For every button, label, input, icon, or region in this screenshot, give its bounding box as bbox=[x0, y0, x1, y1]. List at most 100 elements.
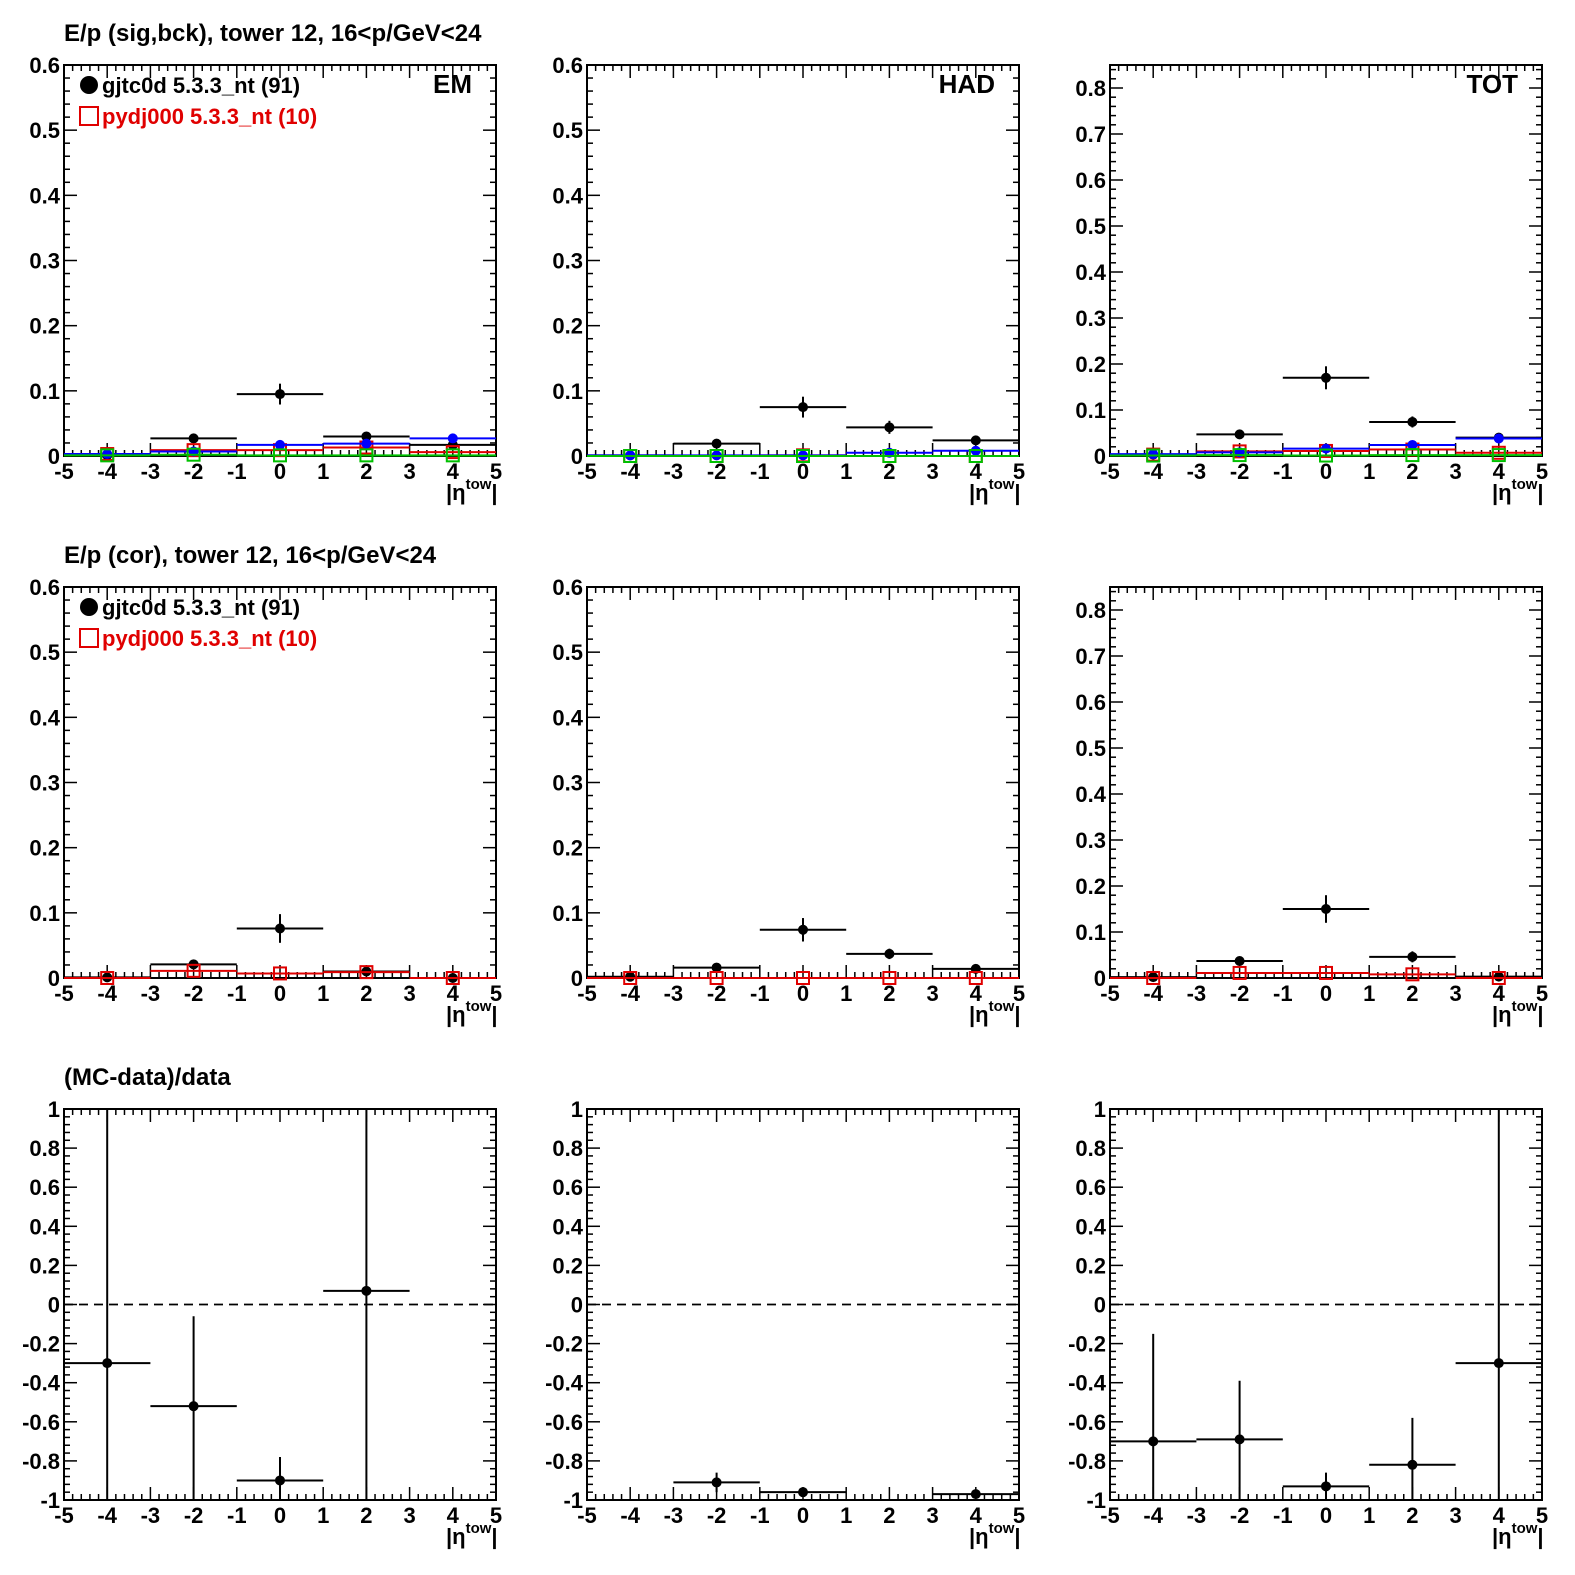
y-tick-label: 0 bbox=[48, 1293, 60, 1318]
data-point bbox=[1234, 955, 1245, 966]
x-axis-label: |ηtow| bbox=[969, 1520, 1021, 1549]
x-axis-label: |ηtow| bbox=[969, 476, 1021, 505]
x-tick-label: 5 bbox=[490, 981, 502, 1006]
x-tick-label: 2 bbox=[1406, 981, 1418, 1006]
data-point bbox=[1148, 449, 1159, 460]
series-mc bbox=[587, 971, 1019, 985]
x-tick-label: 4 bbox=[970, 981, 983, 1006]
row-title-ratio: (MC-data)/data bbox=[64, 1064, 231, 1091]
data-point bbox=[625, 971, 636, 982]
y-tick-label: 0.7 bbox=[1075, 122, 1106, 147]
x-tick-label: 3 bbox=[403, 981, 415, 1006]
y-tick-label: 0.3 bbox=[1075, 828, 1106, 853]
x-tick-label: 2 bbox=[360, 981, 372, 1006]
y-tick-label: 0.1 bbox=[29, 379, 60, 404]
x-tick-label: -5 bbox=[54, 981, 74, 1006]
series-mc bbox=[64, 963, 496, 985]
data-point bbox=[1234, 429, 1245, 440]
y-tick-label: 0.6 bbox=[552, 575, 583, 600]
data-point bbox=[711, 962, 722, 973]
y-tick-label: 0.7 bbox=[1075, 644, 1106, 669]
y-tick-label: 0.2 bbox=[1075, 1253, 1106, 1278]
x-tick-label: -4 bbox=[1143, 981, 1163, 1006]
y-tick-label: 0.1 bbox=[552, 901, 583, 926]
x-tick-label: 5 bbox=[1013, 459, 1025, 484]
series-data bbox=[587, 918, 1019, 982]
legend: gjtc0d 5.3.3_nt (91) pydj000 5.3.3_nt (10… bbox=[79, 73, 317, 129]
data-point bbox=[796, 971, 810, 985]
x-tick-label: 0 bbox=[274, 1503, 286, 1528]
data-point bbox=[798, 1487, 808, 1498]
data-point bbox=[275, 439, 285, 450]
x-tick-label: 4 bbox=[447, 459, 460, 484]
x-tick-label: 5 bbox=[490, 1503, 502, 1528]
x-tick-label: -1 bbox=[750, 981, 770, 1006]
x-tick-label: -4 bbox=[620, 1503, 640, 1528]
x-tick-label: -3 bbox=[1187, 459, 1207, 484]
panel-r1c1: -5 -4 -3 -2 -1 0 1 2 3 4 5|ηtow| 0 0.1 0.2 0.3 0.4 0.5 0.… bbox=[552, 575, 1025, 1027]
y-tick-label: 0.3 bbox=[552, 249, 583, 274]
y-tick-label: 0.6 bbox=[1075, 168, 1106, 193]
data-point bbox=[1234, 1434, 1245, 1445]
x-tick-label: -2 bbox=[707, 459, 727, 484]
x-tick-label: -2 bbox=[184, 459, 204, 484]
x-tick-label: 0 bbox=[1320, 1503, 1332, 1528]
y-tick-label: 0.3 bbox=[552, 771, 583, 796]
y-tick-label: 0.2 bbox=[29, 836, 60, 861]
x-tick-label: 0 bbox=[797, 459, 809, 484]
data-point bbox=[1407, 416, 1418, 427]
y-tick-label: 0.8 bbox=[552, 1136, 583, 1161]
x-tick-label: 4 bbox=[447, 1503, 460, 1528]
y-tick-label: 0.8 bbox=[1075, 76, 1106, 101]
panel-r2c0: -5 -4 -3 -2 -1 0 1 2 3 4 5|ηtow| -1 -0.8 -0.6 -0.4 -0.2… bbox=[22, 1097, 502, 1549]
x-tick-label: -2 bbox=[707, 981, 727, 1006]
data-point bbox=[1321, 904, 1331, 914]
series-green bbox=[587, 449, 1019, 463]
legend: gjtc0d 5.3.3_nt (91) pydj000 5.3.3_nt (10… bbox=[79, 595, 317, 651]
x-tick-label: 3 bbox=[1449, 981, 1461, 1006]
legend-label-mc: pydj000 5.3.3_nt (10) bbox=[102, 626, 317, 651]
x-tick-label: 3 bbox=[926, 1503, 938, 1528]
x-tick-label: 3 bbox=[1449, 1503, 1461, 1528]
y-tick-label: 0.6 bbox=[29, 575, 60, 600]
x-tick-label: -2 bbox=[184, 981, 204, 1006]
y-tick-label: 0.5 bbox=[1075, 736, 1106, 761]
data-point bbox=[1232, 448, 1247, 463]
x-tick-label: 2 bbox=[883, 459, 895, 484]
x-tick-label: 1 bbox=[1363, 459, 1375, 484]
x-tick-label: 4 bbox=[970, 1503, 983, 1528]
data-point bbox=[709, 971, 724, 985]
y-tick-label: 0.6 bbox=[552, 1175, 583, 1200]
y-tick-label: 0 bbox=[1094, 966, 1106, 991]
series-data bbox=[673, 1472, 1019, 1500]
data-point bbox=[102, 449, 113, 460]
y-tick-label: 0.2 bbox=[29, 1253, 60, 1278]
data-point bbox=[273, 448, 287, 463]
y-tick-label: 0.6 bbox=[1075, 1175, 1106, 1200]
x-axis-label: |ηtow| bbox=[969, 998, 1021, 1027]
y-tick-label: 0.2 bbox=[1075, 352, 1106, 377]
x-tick-label: -5 bbox=[577, 1503, 597, 1528]
data-point bbox=[882, 971, 897, 985]
x-tick-label: 3 bbox=[926, 981, 938, 1006]
data-point bbox=[1493, 971, 1504, 982]
data-point bbox=[447, 433, 458, 444]
y-tick-label: 0 bbox=[571, 966, 583, 991]
y-tick-label: -0.2 bbox=[1068, 1332, 1106, 1357]
x-tick-label: 5 bbox=[490, 459, 502, 484]
series-blue bbox=[64, 433, 496, 460]
x-tick-label: -4 bbox=[620, 459, 640, 484]
y-tick-label: 0.1 bbox=[1075, 920, 1106, 945]
x-tick-label: 1 bbox=[317, 459, 329, 484]
data-point bbox=[623, 449, 638, 463]
x-tick-label: -1 bbox=[750, 459, 770, 484]
series-green bbox=[64, 447, 496, 463]
x-tick-label: -1 bbox=[227, 459, 247, 484]
data-point bbox=[100, 448, 115, 463]
data-point bbox=[1319, 965, 1333, 980]
data-point bbox=[273, 966, 287, 981]
data-point bbox=[968, 971, 983, 985]
data-point bbox=[798, 924, 808, 935]
legend-marker-mc bbox=[79, 106, 99, 126]
